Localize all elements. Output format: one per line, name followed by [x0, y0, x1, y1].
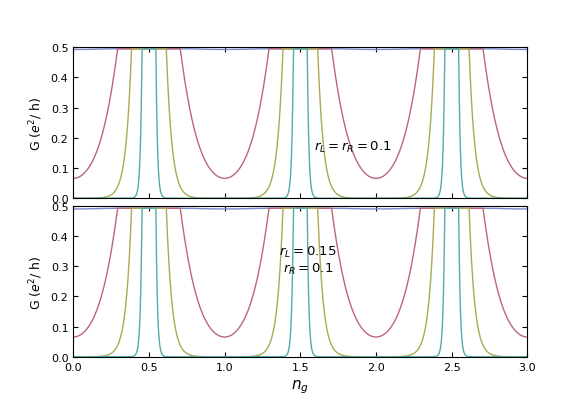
X-axis label: $n_g$: $n_g$: [291, 377, 309, 395]
Text: $r_L = r_R = 0.1$: $r_L = r_R = 0.1$: [315, 140, 392, 155]
Y-axis label: G ($e^2$/ h): G ($e^2$/ h): [28, 254, 45, 309]
Text: $r_L = 0.15$
$r_R = 0.1$: $r_L = 0.15$ $r_R = 0.1$: [279, 244, 337, 277]
Y-axis label: G ($e^2$/ h): G ($e^2$/ h): [28, 96, 45, 151]
